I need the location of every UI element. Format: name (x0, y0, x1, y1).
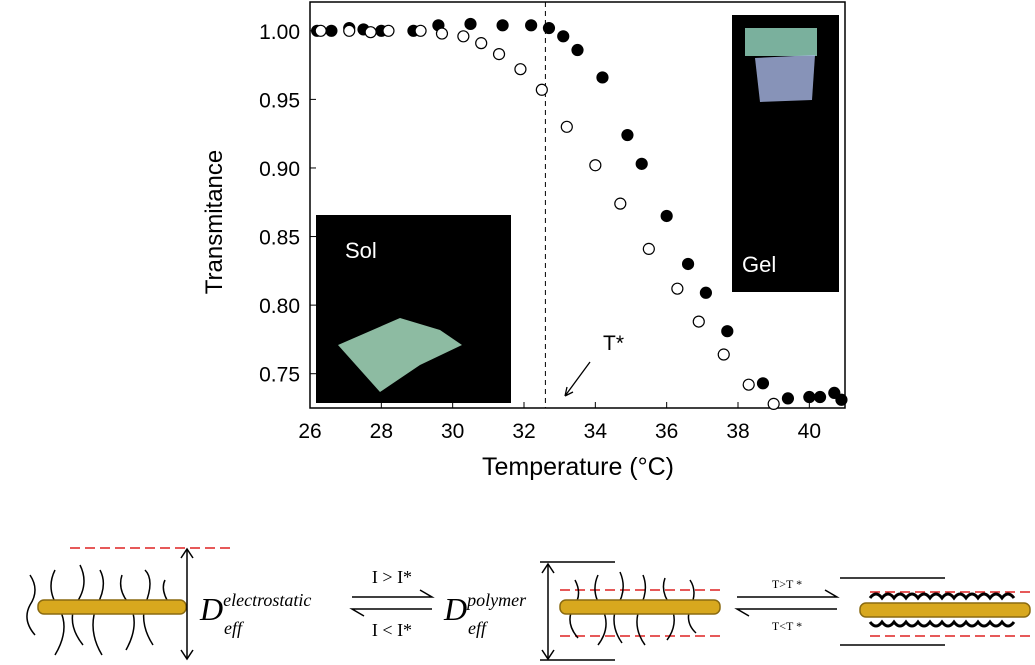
data-point (767, 397, 780, 410)
inset-sample (755, 55, 815, 102)
data-point (642, 242, 655, 255)
data-point (671, 282, 684, 295)
eq-bottom: T<T * (772, 619, 802, 633)
y-tick-label: 1.00 (259, 21, 300, 44)
data-point (699, 286, 713, 299)
x-tick-label: 30 (441, 420, 464, 443)
data-point (314, 24, 327, 37)
annotation: T* (603, 332, 624, 355)
y-tick-label: 0.85 (259, 227, 300, 250)
data-point (813, 390, 827, 404)
arrow-heads (541, 562, 555, 661)
data-point (557, 30, 570, 43)
data-point (692, 315, 705, 328)
inset-label: Gel (742, 252, 776, 277)
diagram (26, 547, 1032, 661)
annotation-arrow (564, 361, 591, 397)
data-point (343, 24, 356, 37)
rod (37, 599, 187, 615)
data-point (496, 19, 509, 32)
superscript: polymer (465, 590, 527, 610)
plot: Sol Gel 26 28 30 32 34 36 38 40 0.75 0.80 0.85 0.90 0.… (259, 1, 848, 443)
eq-top: I > I* (372, 567, 412, 587)
data-point (514, 63, 527, 76)
inset-label: Sol (345, 238, 377, 263)
eq-bottom: I < I* (372, 620, 412, 640)
data-point (492, 48, 506, 61)
data-point (681, 257, 695, 271)
x-tick-label: 38 (726, 420, 749, 443)
equilibrium-arrows (734, 589, 840, 617)
x-axis-label: Temperature (°C) (482, 453, 674, 481)
data-point (435, 27, 449, 40)
plot-frame (309, 1, 846, 409)
data-point (596, 71, 609, 84)
y-axis-label: Transmitance (201, 150, 228, 295)
data-point (835, 393, 848, 406)
eq-top: T>T * (772, 577, 802, 591)
data-point (621, 128, 634, 142)
rod (559, 599, 721, 615)
data-point (560, 120, 573, 133)
d-electrostatic: Delectrostatic eff (199, 590, 311, 638)
arrow-heads (180, 547, 194, 661)
y-tick-label: 0.95 (259, 89, 300, 112)
subscript: eff (468, 618, 489, 638)
y-tick-label: 0.75 (259, 364, 300, 387)
data-point (614, 197, 627, 210)
x-tick-label: 32 (512, 420, 535, 443)
inset-sample (338, 318, 462, 392)
data-point (660, 209, 673, 223)
x-tick-label: 36 (655, 420, 678, 443)
data-point (571, 43, 584, 57)
data-point (635, 157, 648, 170)
data-point (525, 19, 538, 32)
y-tick-label: 0.80 (259, 295, 300, 318)
symbol: D (199, 591, 223, 627)
inset-sol (316, 215, 511, 403)
data-point (464, 17, 477, 31)
data-point (756, 377, 770, 390)
data-point (589, 159, 602, 172)
data-point (475, 37, 488, 50)
y-tick-label: 0.90 (259, 158, 300, 181)
data-point (457, 30, 470, 43)
inset-sample (745, 28, 817, 56)
data-point (364, 26, 377, 39)
data-point (803, 390, 816, 404)
x-tick-label: 40 (798, 420, 821, 443)
data-point (382, 24, 395, 37)
x-tick-label: 28 (370, 420, 393, 443)
data-point (717, 348, 730, 361)
data-point (742, 378, 755, 391)
symbol: D (443, 591, 467, 627)
data-point (325, 24, 338, 37)
data-point (535, 83, 548, 96)
collapsed-chains (868, 592, 1016, 628)
rod (859, 602, 1031, 618)
superscript: electrostatic (223, 590, 311, 610)
data-point (414, 24, 427, 37)
equilibrium-arrows (349, 589, 435, 617)
data-point (781, 392, 795, 405)
d-polymer: Dpolymer eff (443, 590, 527, 638)
subscript: eff (224, 618, 245, 638)
data-point (721, 325, 734, 338)
x-tick-label: 26 (298, 420, 321, 443)
x-tick-label: 34 (584, 420, 608, 443)
data-point (542, 21, 556, 35)
